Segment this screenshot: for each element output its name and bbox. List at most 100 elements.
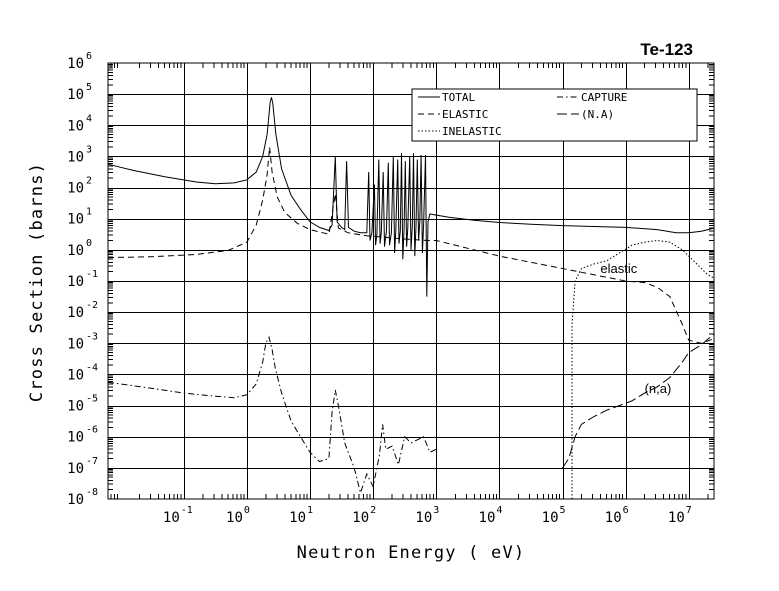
x-tick-base: 10 — [479, 510, 496, 526]
y-tick-label: 10 6 — [67, 51, 92, 72]
legend: TOTAL CAPTURE ELASTIC (N.A) INELASTIC — [411, 88, 698, 142]
y-tick-base: 10 — [67, 243, 84, 259]
y-tick-label: 10 -7 — [67, 456, 98, 477]
y-tick-base: 10 — [67, 492, 84, 508]
legend-entry-elastic: ELASTIC — [418, 108, 488, 121]
x-tick-exponent: 0 — [244, 505, 250, 516]
legend-label: ELASTIC — [442, 108, 488, 121]
y-tick-exponent: -1 — [86, 269, 98, 280]
x-tick-base: 10 — [605, 510, 622, 526]
legend-label: TOTAL — [442, 91, 475, 104]
y-tick-base: 10 — [67, 118, 84, 134]
x-tick-exponent: 4 — [496, 505, 502, 516]
legend-label: (N.A) — [581, 108, 614, 121]
x-tick-label: 10 6 — [605, 505, 629, 526]
y-tick-base: 10 — [67, 336, 84, 352]
y-tick-label: 10 -3 — [67, 331, 98, 352]
series-capture — [107, 335, 437, 495]
y-tick-exponent: -4 — [86, 362, 98, 373]
series-total — [107, 97, 715, 297]
y-tick-exponent: 5 — [86, 82, 92, 93]
legend-entry-inelastic: INELASTIC — [418, 125, 502, 138]
y-tick-base: 10 — [67, 274, 84, 290]
y-tick-label: 10 3 — [67, 144, 92, 165]
y-tick-label: 10 5 — [67, 82, 92, 103]
y-tick-exponent: -6 — [86, 425, 98, 436]
y-tick-label: 10 -2 — [67, 300, 98, 321]
annotation-n-a: (n,a) — [645, 381, 672, 396]
y-tick-exponent: -7 — [86, 456, 98, 467]
legend-entry-total: TOTAL — [418, 91, 475, 104]
y-tick-label: 10 -8 — [67, 487, 98, 508]
x-tick-exponent: -1 — [181, 505, 193, 516]
y-tick-base: 10 — [67, 430, 84, 446]
x-tick-base: 10 — [542, 510, 559, 526]
series-layer — [107, 97, 715, 499]
x-tick-label: 10 4 — [479, 505, 503, 526]
chart-title: Te-123 — [640, 40, 693, 59]
x-tick-base: 10 — [289, 510, 306, 526]
series-inelastic — [571, 239, 715, 499]
plot-frame — [107, 62, 715, 500]
y-tick-base: 10 — [67, 399, 84, 415]
y-tick-exponent: 2 — [86, 176, 92, 187]
legend-box — [411, 88, 698, 142]
x-tick-labels: 10 -1 10 0 10 1 10 2 10 3 10 4 10 5 10 6 10 7 — [163, 505, 692, 526]
y-tick-base: 10 — [67, 149, 84, 165]
x-axis-label: Neutron Energy ( eV) — [297, 543, 526, 563]
x-tick-base: 10 — [352, 510, 369, 526]
y-tick-label: 10 1 — [67, 207, 92, 228]
y-tick-base: 10 — [67, 212, 84, 228]
annotations: elastic (n,a) — [600, 261, 671, 396]
y-tick-label: 10 0 — [67, 238, 92, 259]
y-tick-base: 10 — [67, 367, 84, 383]
y-tick-base: 10 — [67, 181, 84, 197]
y-tick-exponent: -8 — [86, 487, 98, 498]
y-tick-label: 10 -1 — [67, 269, 98, 290]
y-tick-exponent: -2 — [86, 300, 98, 311]
x-tick-exponent: 5 — [560, 505, 566, 516]
y-tick-exponent: 3 — [86, 144, 92, 155]
annotation-elastic: elastic — [600, 261, 637, 276]
y-tick-base: 10 — [67, 56, 84, 72]
series-elastic — [107, 147, 715, 344]
x-tick-label: 10 5 — [542, 505, 566, 526]
x-tick-base: 10 — [163, 510, 180, 526]
y-tick-exponent: -5 — [86, 394, 98, 405]
legend-label: INELASTIC — [442, 125, 502, 138]
y-tick-exponent: 4 — [86, 113, 92, 124]
y-tick-label: 10 -5 — [67, 394, 98, 415]
x-tick-label: 10 2 — [352, 505, 376, 526]
y-tick-exponent: -3 — [86, 331, 98, 342]
x-tick-base: 10 — [226, 510, 243, 526]
y-tick-base: 10 — [67, 305, 84, 321]
y-tick-exponent: 0 — [86, 238, 92, 249]
y-tick-label: 10 4 — [67, 113, 92, 134]
y-tick-exponent: 1 — [86, 207, 92, 218]
legend-entry-n-a: (N.A) — [557, 108, 614, 121]
legend-label: CAPTURE — [581, 91, 627, 104]
x-tick-exponent: 7 — [686, 505, 692, 516]
x-tick-exponent: 3 — [433, 505, 439, 516]
y-tick-exponent: 6 — [86, 51, 92, 62]
y-axis-label: Cross Section (barns) — [27, 162, 47, 402]
y-tick-label: 10 -4 — [67, 362, 98, 383]
x-tick-label: 10 -1 — [163, 505, 193, 526]
x-tick-base: 10 — [668, 510, 685, 526]
x-tick-exponent: 1 — [307, 505, 313, 516]
x-tick-base: 10 — [415, 510, 432, 526]
x-tick-label: 10 1 — [289, 505, 313, 526]
x-tick-label: 10 3 — [415, 505, 439, 526]
legend-entry-capture: CAPTURE — [557, 91, 627, 104]
y-tick-base: 10 — [67, 87, 84, 103]
y-tick-base: 10 — [67, 461, 84, 477]
y-tick-label: 10 -6 — [67, 425, 98, 446]
x-tick-exponent: 6 — [623, 505, 629, 516]
series-n-a — [562, 333, 715, 469]
x-tick-label: 10 7 — [668, 505, 692, 526]
y-tick-label: 10 2 — [67, 176, 92, 197]
x-tick-exponent: 2 — [370, 505, 376, 516]
x-tick-label: 10 0 — [226, 505, 250, 526]
